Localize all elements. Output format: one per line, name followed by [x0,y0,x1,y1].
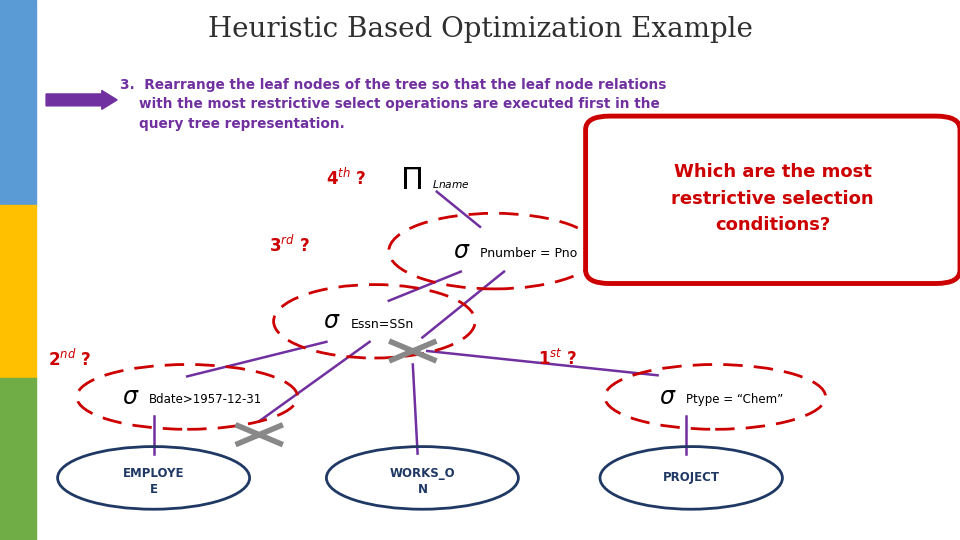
Text: Ptype = “Chem”: Ptype = “Chem” [686,393,783,406]
Text: Which are the most
restrictive selection
conditions?: Which are the most restrictive selection… [671,163,875,234]
Bar [0,0,36,205]
Text: $\sigma$: $\sigma$ [660,385,677,409]
Text: PROJECT: PROJECT [662,471,720,484]
Text: 4$^{th}$ ?: 4$^{th}$ ? [326,167,367,189]
Text: $_{Lname}$: $_{Lname}$ [432,176,469,191]
Text: $\sigma$: $\sigma$ [453,239,470,263]
Text: $\sigma$: $\sigma$ [324,309,341,333]
Bar [0,205,36,378]
Text: with the most restrictive select operations are executed first in the: with the most restrictive select operati… [120,97,660,111]
FancyArrow shape [46,91,117,109]
Text: N: N [418,483,427,496]
Text: Pnumber = Pno: Pnumber = Pno [480,247,577,260]
Text: E: E [150,483,157,496]
Text: $\sigma$: $\sigma$ [122,385,139,409]
Text: Essn=SSn: Essn=SSn [350,318,414,330]
FancyBboxPatch shape [586,116,960,284]
Text: $\Pi$: $\Pi$ [400,166,422,195]
Text: 3$^{rd}$ ?: 3$^{rd}$ ? [269,235,310,256]
Text: EMPLOYE: EMPLOYE [123,467,184,480]
Text: 3.  Rearrange the leaf nodes of the tree so that the leaf node relations: 3. Rearrange the leaf nodes of the tree … [120,78,666,92]
Text: query tree representation.: query tree representation. [120,117,345,131]
Text: Heuristic Based Optimization Example: Heuristic Based Optimization Example [207,16,753,43]
Text: 1$^{st}$ ?: 1$^{st}$ ? [538,349,577,369]
Text: WORKS_O: WORKS_O [390,467,455,480]
Text: Bdate>1957-12-31: Bdate>1957-12-31 [149,393,262,406]
Text: 2$^{nd}$ ?: 2$^{nd}$ ? [48,348,91,370]
Bar [0,378,36,540]
